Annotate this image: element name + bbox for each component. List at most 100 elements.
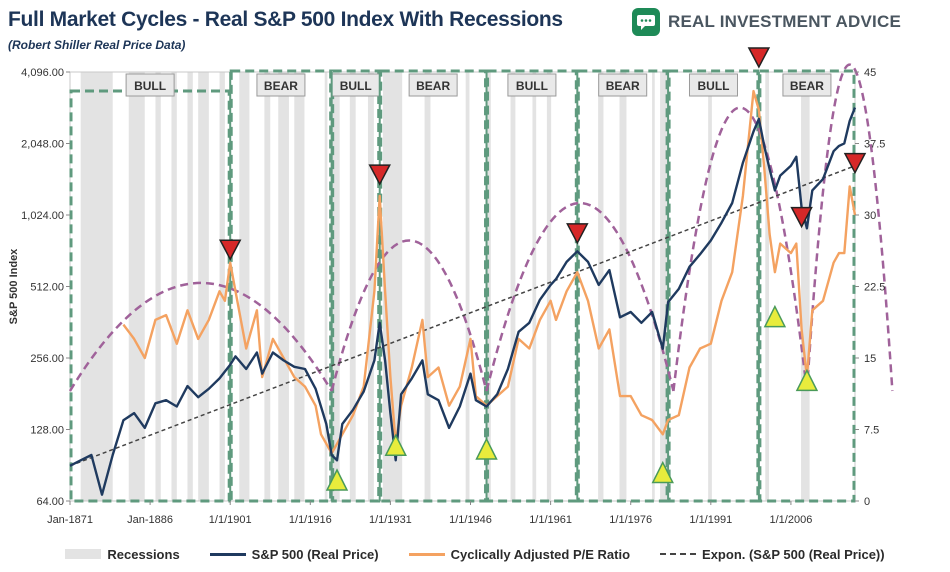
chart-title: Full Market Cycles - Real S&P 500 Index … xyxy=(8,8,563,31)
legend-sp500: S&P 500 (Real Price) xyxy=(209,546,379,562)
y-left-tick-label: 4,096.00 xyxy=(21,67,64,79)
y-right-tick-label: 0 xyxy=(864,496,870,508)
legend-recessions-swatch xyxy=(65,549,102,559)
recession-band xyxy=(239,72,250,501)
x-tick-label: 1/1/1916 xyxy=(289,514,332,526)
recession-band xyxy=(424,72,431,501)
recession-band xyxy=(264,72,271,501)
recession-band xyxy=(801,72,810,501)
cycle-label: BULL xyxy=(697,79,729,93)
recession-band xyxy=(652,72,655,501)
x-tick-label: Jan-1886 xyxy=(127,514,173,526)
recession-band xyxy=(294,72,305,501)
recession-band xyxy=(331,72,340,501)
recession-band xyxy=(324,72,328,501)
legend-trend: Expon. (S&P 500 (Real Price)) xyxy=(660,547,885,562)
x-tick-label: 1/1/1961 xyxy=(529,514,572,526)
peak-marker xyxy=(843,152,867,175)
cycle-label: BEAR xyxy=(264,79,298,93)
recession-band xyxy=(198,72,209,501)
legend-cape-swatch xyxy=(408,552,445,556)
y-right-tick-label: 7.5 xyxy=(864,425,879,437)
legend-cape-label: Cyclically Adjusted P/E Ratio xyxy=(450,546,631,562)
recession-band xyxy=(532,72,537,501)
y-left-tick-label: 64.00 xyxy=(36,496,64,508)
cycle-arc xyxy=(485,202,675,392)
trough-marker xyxy=(325,468,349,491)
recession-band xyxy=(765,72,770,501)
cycle-label-box xyxy=(598,73,648,97)
recession-band xyxy=(660,72,668,501)
cycle-arc xyxy=(330,239,488,392)
recession-band xyxy=(485,72,491,501)
recession-band xyxy=(598,72,604,501)
peak-marker xyxy=(747,47,771,69)
recession-band xyxy=(708,72,712,501)
cycle-label: BULL xyxy=(340,79,372,93)
chart-subtitle: (Robert Shiller Real Price Data) xyxy=(8,38,186,52)
brand-logo: REAL INVESTMENT ADVICE xyxy=(632,8,942,36)
cycle-label-box xyxy=(408,73,458,97)
legend-trend-label: Expon. (S&P 500 (Real Price)) xyxy=(702,546,885,562)
recession-band xyxy=(80,72,113,501)
y-axis-title: S&P 500 Index xyxy=(8,248,20,324)
legend-cape: Cyclically Adjusted P/E Ratio xyxy=(408,546,631,562)
y-left-tick-label: 1,024.00 xyxy=(21,210,64,222)
recession-band xyxy=(278,72,289,501)
peak-marker xyxy=(368,164,391,186)
recession-band xyxy=(187,72,193,501)
cycle-label: BEAR xyxy=(416,79,450,93)
trough-marker xyxy=(651,460,674,484)
x-tick-label: 1/1/1901 xyxy=(209,514,252,526)
cycle-label: BULL xyxy=(134,79,166,93)
peak-marker xyxy=(790,206,813,229)
recession-band xyxy=(349,72,356,501)
brand-name: REAL INVESTMENT ADVICE xyxy=(668,12,901,31)
y-left-tick-label: 128.00 xyxy=(30,425,64,437)
legend-sp500-swatch xyxy=(209,552,246,556)
cycle-label-box xyxy=(507,73,557,97)
cycle-box xyxy=(486,69,578,503)
recession-band xyxy=(367,72,374,501)
chart-legend: Recessions S&P 500 (Real Price) Cyclical… xyxy=(0,540,950,568)
recession-band xyxy=(155,72,161,501)
y-right-tick-label: 37.5 xyxy=(864,139,885,151)
peak-marker xyxy=(218,239,242,261)
cycle-box xyxy=(576,69,669,503)
x-tick-label: 1/1/1931 xyxy=(369,514,412,526)
cycle-label-box xyxy=(256,73,306,97)
recession-band xyxy=(465,72,470,501)
cycle-label-box xyxy=(125,73,175,97)
cycle-label: BEAR xyxy=(790,79,824,93)
brand-chat-icon xyxy=(632,8,660,36)
cycle-label-box xyxy=(688,73,738,97)
x-tick-label: Jan-1871 xyxy=(47,514,93,526)
trough-marker xyxy=(795,368,819,392)
recession-band xyxy=(510,72,516,501)
recession-band xyxy=(619,72,627,501)
trough-marker xyxy=(763,304,787,328)
y-left-tick-label: 256.00 xyxy=(30,353,64,365)
x-tick-label: 1/1/2006 xyxy=(770,514,813,526)
legend-recessions: Recessions xyxy=(65,547,180,562)
x-tick-label: 1/1/1991 xyxy=(689,514,732,526)
cycle-arc xyxy=(68,281,333,392)
trough-marker xyxy=(475,437,498,460)
y-left-tick-label: 2,048.00 xyxy=(21,139,64,151)
trough-marker xyxy=(384,433,407,457)
y-right-tick-label: 30 xyxy=(864,210,876,222)
cycle-box xyxy=(667,69,760,503)
x-tick-label: 1/1/1946 xyxy=(449,514,492,526)
y-left-tick-label: 512.00 xyxy=(30,282,64,294)
sp500-series-line xyxy=(69,107,857,496)
peak-marker xyxy=(566,223,589,245)
cycle-label: BEAR xyxy=(606,79,640,93)
y-right-tick-label: 45 xyxy=(864,67,876,79)
recession-band xyxy=(128,72,145,501)
cycle-label-box xyxy=(782,73,832,97)
cycle-label: BULL xyxy=(516,79,548,93)
cycle-arc xyxy=(805,63,894,392)
legend-sp500-label: S&P 500 (Real Price) xyxy=(251,546,379,562)
y-right-tick-label: 15 xyxy=(864,353,876,365)
